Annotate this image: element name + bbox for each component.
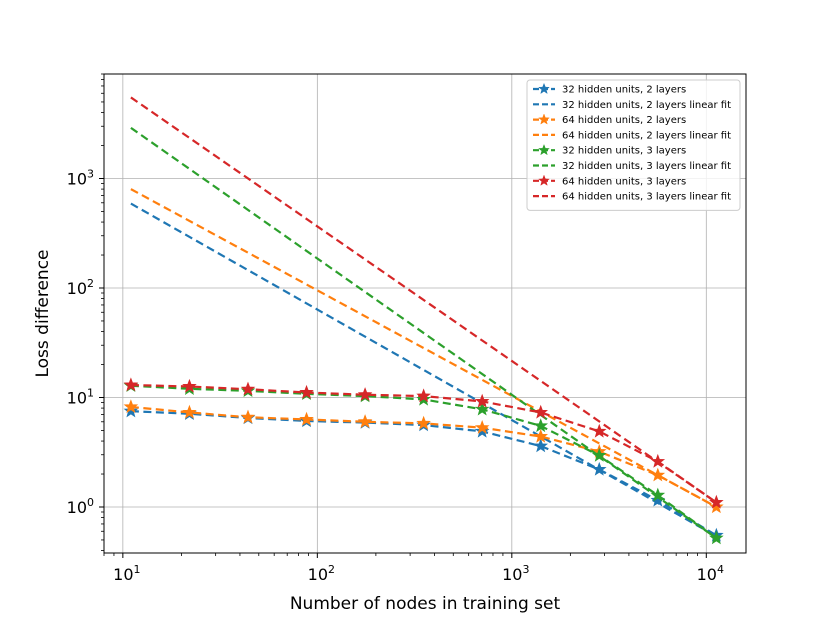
x-axis-label: Number of nodes in training set bbox=[290, 594, 561, 614]
data-point bbox=[533, 404, 549, 419]
legend-marker-6 bbox=[538, 174, 550, 186]
x-tick-label-0: 101 bbox=[113, 563, 140, 584]
legend-label-5: 32 hidden units, 3 layers linear fit bbox=[562, 161, 731, 172]
y-tick-label-0: 100 bbox=[67, 496, 94, 517]
legend-label-6: 64 hidden units, 3 layers bbox=[562, 176, 686, 187]
data-point bbox=[182, 378, 197, 393]
data-point bbox=[299, 411, 314, 426]
data-point bbox=[357, 387, 373, 401]
legend: 32 hidden units, 2 layers 32 hidden units… bbox=[526, 79, 741, 211]
series-3 bbox=[130, 188, 717, 508]
data-point bbox=[123, 403, 139, 418]
legend-label-1: 32 hidden units, 2 layers linear fit bbox=[562, 100, 731, 111]
legend-marker-4 bbox=[538, 143, 550, 156]
data-point bbox=[416, 415, 431, 430]
y-tick-label-3: 103 bbox=[67, 167, 94, 188]
series-6 bbox=[123, 377, 724, 509]
legend-label-2: 64 hidden units, 2 layers bbox=[562, 115, 686, 126]
legend-label-4: 32 hidden units, 3 layers bbox=[562, 146, 686, 157]
legend-marker-2 bbox=[538, 113, 550, 125]
data-point bbox=[240, 381, 256, 396]
data-point bbox=[240, 409, 256, 424]
legend-box bbox=[526, 79, 741, 211]
data-point bbox=[299, 384, 314, 399]
y-axis-label: Loss difference bbox=[33, 249, 53, 377]
fit-line-7 bbox=[130, 96, 717, 504]
data-point bbox=[533, 418, 549, 433]
fit-line-5 bbox=[130, 126, 717, 539]
x-tick-label-2: 103 bbox=[502, 563, 529, 584]
data-point bbox=[474, 420, 490, 434]
y-tick-label-2: 102 bbox=[67, 277, 94, 298]
series-7 bbox=[130, 96, 717, 504]
data-point bbox=[533, 438, 549, 453]
data-point bbox=[474, 401, 490, 416]
legend-label-3: 64 hidden units, 2 layers linear fit bbox=[562, 130, 731, 141]
data-point bbox=[416, 388, 431, 403]
legend-label-0: 32 hidden units, 2 layers bbox=[562, 85, 686, 96]
data-point bbox=[533, 428, 549, 443]
fit-line-3 bbox=[130, 188, 717, 508]
series-2 bbox=[123, 399, 724, 514]
data-point bbox=[357, 414, 373, 428]
legend-marker-0 bbox=[538, 82, 550, 95]
series-5 bbox=[130, 126, 717, 539]
series-layer bbox=[123, 96, 724, 545]
data-point bbox=[474, 393, 490, 408]
plot-frame bbox=[103, 73, 747, 554]
axis-ticks: 101 102 103 104 100 101 102 103 bbox=[67, 73, 724, 584]
x-tick-label-1: 102 bbox=[308, 563, 335, 584]
x-tick-label-3: 104 bbox=[697, 563, 724, 584]
legend-label-7: 64 hidden units, 3 layers linear fit bbox=[562, 192, 731, 203]
data-point bbox=[123, 399, 139, 414]
data-point bbox=[182, 404, 197, 419]
data-point bbox=[591, 423, 607, 438]
data-point bbox=[123, 377, 139, 392]
y-tick-label-1: 101 bbox=[67, 386, 94, 407]
